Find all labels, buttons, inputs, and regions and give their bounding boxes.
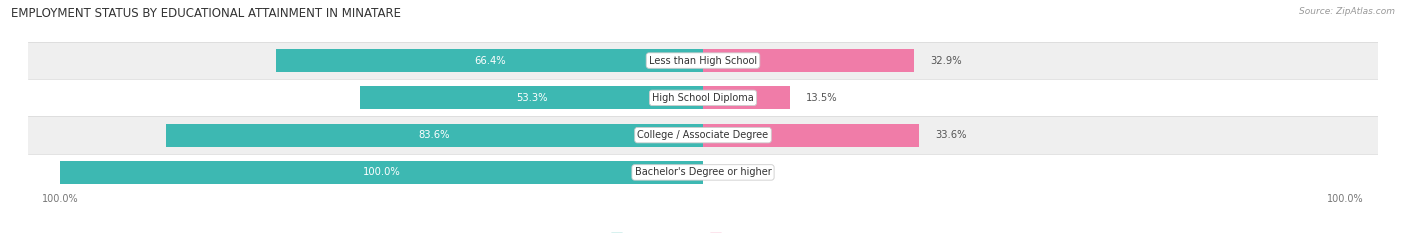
Text: Less than High School: Less than High School [650,56,756,65]
Bar [276,49,703,72]
Text: 100.0%: 100.0% [363,168,401,177]
Text: 53.3%: 53.3% [516,93,547,103]
Bar [360,86,703,110]
Text: 33.6%: 33.6% [935,130,966,140]
Text: 83.6%: 83.6% [419,130,450,140]
Text: 32.9%: 32.9% [931,56,962,65]
Text: Source: ZipAtlas.com: Source: ZipAtlas.com [1299,7,1395,16]
Bar [28,154,1378,191]
Text: 13.5%: 13.5% [806,93,838,103]
Bar [703,49,914,72]
Bar [28,79,1378,116]
Text: 0.0%: 0.0% [718,168,744,177]
Text: Bachelor's Degree or higher: Bachelor's Degree or higher [634,168,772,177]
Bar [60,161,703,184]
Bar [703,123,920,147]
Text: College / Associate Degree: College / Associate Degree [637,130,769,140]
Bar [703,86,790,110]
Bar [28,42,1378,79]
Bar [28,116,1378,154]
Bar [166,123,703,147]
Text: EMPLOYMENT STATUS BY EDUCATIONAL ATTAINMENT IN MINATARE: EMPLOYMENT STATUS BY EDUCATIONAL ATTAINM… [11,7,401,20]
Text: 66.4%: 66.4% [474,56,505,65]
Text: High School Diploma: High School Diploma [652,93,754,103]
